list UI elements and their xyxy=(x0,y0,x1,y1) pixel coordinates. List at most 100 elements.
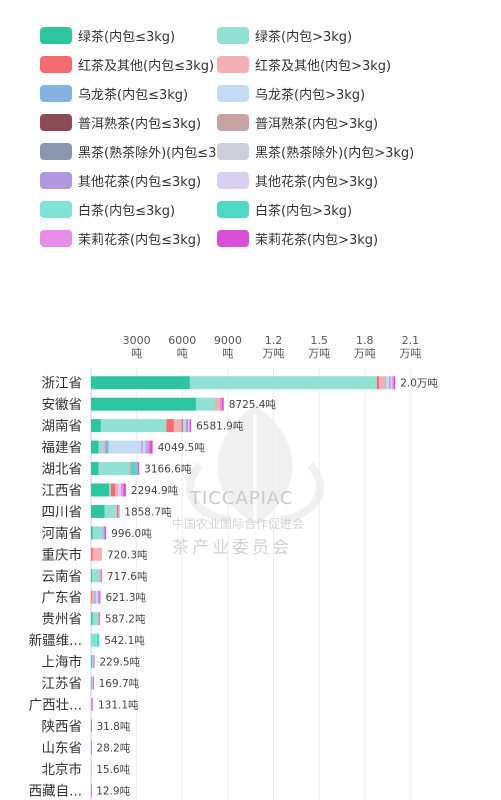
bar-segment xyxy=(144,440,147,454)
total-value-label: 8725.4吨 xyxy=(229,398,277,411)
bar-segment xyxy=(137,462,140,476)
bar-segment xyxy=(130,462,137,476)
bar-segment xyxy=(115,483,118,497)
legend-swatch xyxy=(217,55,249,73)
category-label: 江西省 xyxy=(42,483,83,499)
bar-segment xyxy=(92,526,104,540)
bar-segment xyxy=(379,376,386,390)
bar-segment xyxy=(195,397,216,411)
legend-label: 其他花茶(内包>3kg) xyxy=(255,174,379,190)
legend-item[interactable]: 普洱熟茶(内包>3kg) xyxy=(217,112,378,132)
legend-item[interactable]: 绿茶(内包≤3kg) xyxy=(40,25,175,45)
legend-item[interactable]: 茉莉花茶(内包≤3kg) xyxy=(40,228,201,248)
category-label: 湖北省 xyxy=(42,462,83,478)
legend-item[interactable]: 乌龙茶(内包>3kg) xyxy=(217,83,365,103)
legend-swatch xyxy=(217,26,249,44)
total-value-label: 587.2吨 xyxy=(105,613,146,626)
bar-segment xyxy=(102,440,105,454)
legend-item[interactable]: 绿茶(内包>3kg) xyxy=(217,25,352,45)
bar-segment xyxy=(91,590,92,604)
total-value-label: 169.7吨 xyxy=(99,677,140,690)
bar-segment xyxy=(100,419,167,433)
bar-segment xyxy=(142,440,145,454)
category-label: 西藏自... xyxy=(29,783,82,799)
x-tick-label: 1.8 xyxy=(356,334,374,347)
watermark-text-en: TICCAPIAC xyxy=(190,488,294,509)
bar-segment xyxy=(92,612,99,626)
legend-label: 红茶及其他(内包≤3kg) xyxy=(78,58,215,74)
category-label: 四川省 xyxy=(42,504,83,520)
legend-label: 其他花茶(内包≤3kg) xyxy=(78,174,202,190)
bar-segment xyxy=(91,462,99,476)
bar-segment xyxy=(136,462,138,476)
bar-segment xyxy=(181,419,184,433)
bar-segment xyxy=(99,569,101,583)
bar-segment xyxy=(91,440,99,454)
bar-segment xyxy=(116,504,119,518)
legend-swatch xyxy=(40,84,72,102)
bar-segment xyxy=(108,440,142,454)
legend-item[interactable]: 红茶及其他(内包≤3kg) xyxy=(40,54,214,74)
bar-segment xyxy=(99,612,100,626)
bar-segment xyxy=(92,676,94,690)
total-value-label: 3166.6吨 xyxy=(144,463,192,476)
legend-swatch xyxy=(40,142,72,160)
legend-item[interactable]: 乌龙茶(内包≤3kg) xyxy=(40,83,188,103)
legend-item[interactable]: 黑茶(熟茶除外)(内包≤3kg) xyxy=(40,141,237,161)
category-label: 广东省 xyxy=(42,590,83,606)
bar-segment xyxy=(386,376,390,390)
bar-segment xyxy=(91,783,92,797)
x-tick-unit: 万吨 xyxy=(308,347,330,360)
bar-segment xyxy=(91,397,196,411)
total-value-label: 12.9吨 xyxy=(96,784,130,797)
x-tick-label: 6000 xyxy=(168,334,196,347)
bar-segment xyxy=(104,526,107,540)
bar-segment xyxy=(98,612,100,626)
bar-segment xyxy=(98,440,103,454)
bar-segment xyxy=(91,547,93,561)
category-label: 新疆维... xyxy=(29,633,82,649)
bar-segment xyxy=(91,419,101,433)
category-label: 云南省 xyxy=(42,569,83,585)
bar-segment xyxy=(118,504,120,518)
legend-item[interactable]: 其他花茶(内包>3kg) xyxy=(217,170,378,190)
bar-segment xyxy=(100,569,102,583)
bar-segment xyxy=(94,590,96,604)
legend-item[interactable]: 茉莉花茶(内包>3kg) xyxy=(217,228,378,248)
legend-item[interactable]: 黑茶(熟茶除外)(内包>3kg) xyxy=(217,141,414,161)
bar-segment xyxy=(92,569,100,583)
legend-item[interactable]: 白茶(内包≤3kg) xyxy=(40,199,175,219)
total-value-label: 2.0万吨 xyxy=(400,377,438,390)
category-label: 广西壮... xyxy=(29,697,82,713)
legend-label: 白茶(内包≤3kg) xyxy=(78,203,176,219)
x-tick-label: 3000 xyxy=(123,334,151,347)
bar-segment xyxy=(91,655,94,669)
bar-segment xyxy=(130,462,132,476)
legend-label: 绿茶(内包>3kg) xyxy=(255,29,353,45)
bar-segment xyxy=(189,419,190,433)
bar-segment xyxy=(92,547,102,561)
legend-label: 红茶及其他(内包>3kg) xyxy=(255,58,392,74)
category-label: 重庆市 xyxy=(42,546,83,563)
legend-item[interactable]: 红茶及其他(内包>3kg) xyxy=(217,54,391,74)
total-value-label: 28.2吨 xyxy=(96,741,130,754)
total-value-label: 717.6吨 xyxy=(107,570,148,583)
legend-item[interactable]: 普洱熟茶(内包≤3kg) xyxy=(40,112,201,132)
total-value-label: 720.3吨 xyxy=(107,548,148,561)
legend-swatch xyxy=(40,113,72,131)
legend-label: 茉莉花茶(内包>3kg) xyxy=(255,232,379,248)
category-label: 福建省 xyxy=(42,440,83,456)
legend-item[interactable]: 白茶(内包>3kg) xyxy=(217,199,352,219)
bar-segment xyxy=(91,697,93,711)
legend-label: 绿茶(内包≤3kg) xyxy=(78,29,176,45)
bar-segment xyxy=(91,633,98,647)
bar-segment xyxy=(92,676,94,690)
bar-segment xyxy=(104,504,117,518)
legend-label: 普洱熟茶(内包>3kg) xyxy=(255,116,379,132)
x-tick-unit: 万吨 xyxy=(354,347,376,360)
total-value-label: 6581.9吨 xyxy=(196,420,244,433)
legend-item[interactable]: 其他花茶(内包≤3kg) xyxy=(40,170,201,190)
legend-swatch xyxy=(217,113,249,131)
legend-label: 乌龙茶(内包>3kg) xyxy=(255,87,366,103)
legend-label: 黑茶(熟茶除外)(内包≤3kg) xyxy=(78,145,238,161)
